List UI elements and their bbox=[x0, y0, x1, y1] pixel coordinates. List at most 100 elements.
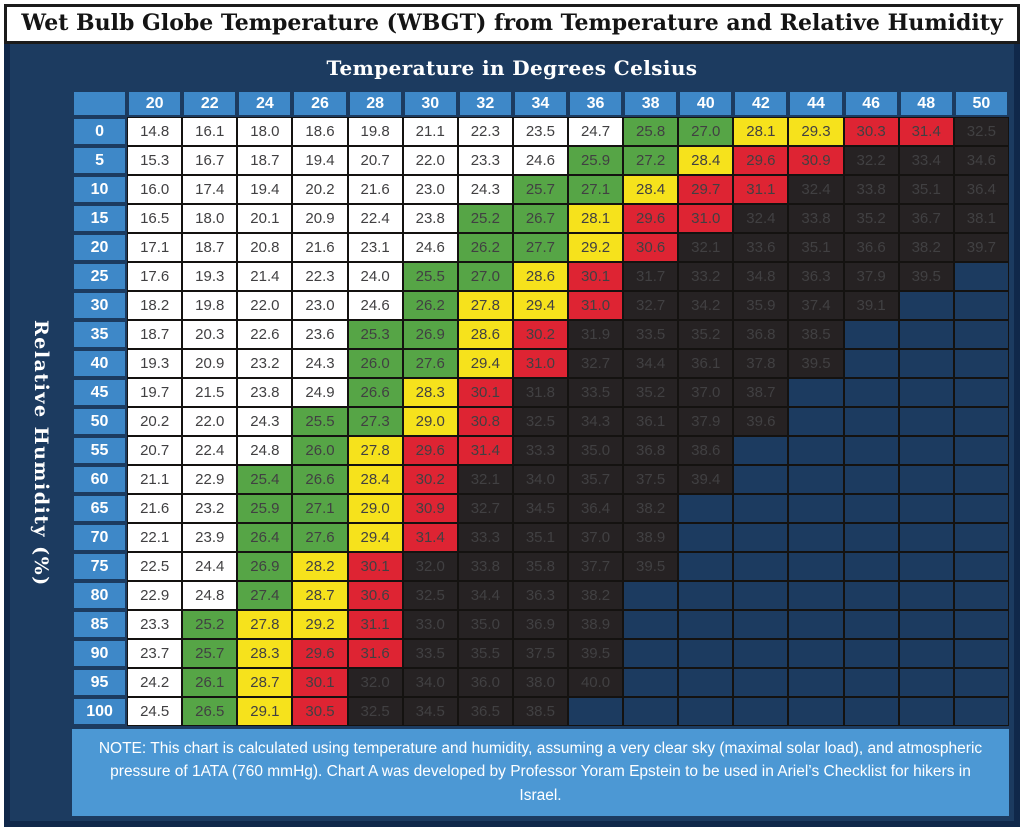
empty-cell bbox=[898, 436, 954, 465]
wbgt-cell: 37.0 bbox=[567, 523, 624, 552]
empty-cell bbox=[788, 436, 844, 465]
wbgt-cell: 20.7 bbox=[347, 146, 403, 175]
empty-cell bbox=[953, 436, 1009, 465]
empty-cell bbox=[953, 262, 1009, 291]
wbgt-cell: 22.3 bbox=[457, 117, 513, 146]
empty-cell bbox=[733, 610, 789, 639]
wbgt-cell: 36.9 bbox=[512, 610, 568, 639]
wbgt-cell: 29.2 bbox=[292, 610, 348, 639]
wbgt-cell: 33.5 bbox=[402, 639, 458, 668]
wbgt-cell: 15.3 bbox=[127, 146, 183, 175]
wbgt-cell: 28.1 bbox=[567, 204, 624, 233]
wbgt-cell: 26.6 bbox=[347, 378, 403, 407]
wbgt-cell: 39.5 bbox=[567, 639, 624, 668]
wbgt-cell: 34.2 bbox=[678, 291, 734, 320]
wbgt-cell: 32.1 bbox=[457, 465, 513, 494]
wbgt-cell: 23.5 bbox=[512, 117, 568, 146]
wbgt-cell: 27.0 bbox=[457, 262, 513, 291]
chart-panel: Temperature in Degrees Celsius Relative … bbox=[4, 44, 1020, 827]
wbgt-cell: 28.7 bbox=[292, 581, 348, 610]
empty-cell bbox=[788, 552, 844, 581]
wbgt-cell: 25.4 bbox=[237, 465, 293, 494]
empty-cell bbox=[733, 639, 789, 668]
table-row: 90 23.7 25.7 28.3 29.6 31.6 33.5 35.5 37.5 39.5 bbox=[72, 639, 1009, 668]
wbgt-cell: 27.8 bbox=[347, 436, 403, 465]
wbgt-cell: 37.9 bbox=[678, 407, 734, 436]
wbgt-cell: 35.1 bbox=[898, 175, 954, 204]
wbgt-cell: 18.0 bbox=[182, 204, 238, 233]
wbgt-cell: 26.9 bbox=[237, 552, 293, 581]
wbgt-cell: 38.6 bbox=[678, 436, 734, 465]
wbgt-cell: 38.2 bbox=[898, 233, 954, 262]
wbgt-cell: 23.8 bbox=[402, 204, 458, 233]
rh-row-header: 25 bbox=[72, 262, 128, 291]
empty-cell bbox=[733, 523, 789, 552]
wbgt-cell: 33.0 bbox=[402, 610, 458, 639]
wbgt-cell: 29.2 bbox=[567, 233, 624, 262]
wbgt-cell: 33.5 bbox=[567, 378, 624, 407]
wbgt-cell: 33.5 bbox=[623, 320, 679, 349]
wbgt-cell: 17.1 bbox=[127, 233, 183, 262]
wbgt-cell: 19.3 bbox=[182, 262, 238, 291]
empty-cell bbox=[843, 349, 899, 378]
empty-cell bbox=[623, 639, 679, 668]
temp-col-header: 22 bbox=[182, 90, 238, 117]
empty-cell bbox=[678, 610, 734, 639]
rh-row-header: 70 bbox=[72, 523, 128, 552]
empty-cell bbox=[788, 697, 844, 726]
rh-row-header: 0 bbox=[72, 117, 128, 146]
wbgt-cell: 30.6 bbox=[347, 581, 403, 610]
wbgt-cell: 24.6 bbox=[512, 146, 568, 175]
wbgt-cell: 24.3 bbox=[237, 407, 293, 436]
rh-row-header: 40 bbox=[72, 349, 128, 378]
wbgt-cell: 25.3 bbox=[347, 320, 403, 349]
wbgt-cell: 22.0 bbox=[402, 146, 458, 175]
wbgt-cell: 35.5 bbox=[457, 639, 513, 668]
table-row: 75 22.5 24.4 26.9 28.2 30.1 32.0 33.8 35.8 37.7 39… bbox=[72, 552, 1009, 581]
wbgt-cell: 18.7 bbox=[127, 320, 183, 349]
wbgt-cell: 22.5 bbox=[127, 552, 183, 581]
empty-cell bbox=[843, 610, 899, 639]
wbgt-cell: 38.2 bbox=[623, 494, 679, 523]
wbgt-cell: 21.4 bbox=[237, 262, 293, 291]
wbgt-cell: 35.0 bbox=[457, 610, 513, 639]
wbgt-cell: 39.4 bbox=[678, 465, 734, 494]
wbgt-cell: 30.1 bbox=[567, 262, 624, 291]
wbgt-cell: 31.7 bbox=[623, 262, 679, 291]
empty-cell bbox=[788, 581, 844, 610]
wbgt-cell: 28.6 bbox=[457, 320, 513, 349]
wbgt-cell: 25.5 bbox=[402, 262, 458, 291]
wbgt-cell: 26.1 bbox=[182, 668, 238, 697]
wbgt-cell: 16.5 bbox=[127, 204, 183, 233]
empty-cell bbox=[843, 465, 899, 494]
wbgt-cell: 26.2 bbox=[402, 291, 458, 320]
table-row: 0 14.8 16.1 18.0 18.6 19.8 21.1 22.3 23.5 24.7 25.… bbox=[72, 117, 1009, 146]
wbgt-cell: 30.1 bbox=[347, 552, 403, 581]
empty-cell bbox=[898, 581, 954, 610]
wbgt-cell: 34.0 bbox=[512, 465, 568, 494]
wbgt-cell: 23.2 bbox=[237, 349, 293, 378]
wbgt-cell: 32.7 bbox=[567, 349, 624, 378]
empty-cell bbox=[733, 552, 789, 581]
empty-cell bbox=[788, 610, 844, 639]
wbgt-cell: 22.6 bbox=[237, 320, 293, 349]
empty-cell bbox=[898, 610, 954, 639]
wbgt-cell: 30.1 bbox=[457, 378, 513, 407]
wbgt-cell: 17.6 bbox=[127, 262, 183, 291]
wbgt-cell: 17.4 bbox=[182, 175, 238, 204]
wbgt-cell: 23.1 bbox=[347, 233, 403, 262]
wbgt-cell: 30.3 bbox=[843, 117, 899, 146]
wbgt-cell: 21.1 bbox=[402, 117, 458, 146]
rh-row-header: 50 bbox=[72, 407, 128, 436]
wbgt-cell: 23.0 bbox=[292, 291, 348, 320]
empty-cell bbox=[678, 552, 734, 581]
wbgt-cell: 32.0 bbox=[402, 552, 458, 581]
wbgt-cell: 20.7 bbox=[127, 436, 183, 465]
temp-col-header: 42 bbox=[733, 90, 789, 117]
empty-cell bbox=[733, 436, 789, 465]
empty-cell bbox=[623, 581, 679, 610]
wbgt-cell: 23.3 bbox=[457, 146, 513, 175]
empty-cell bbox=[843, 668, 899, 697]
empty-cell bbox=[843, 639, 899, 668]
wbgt-cell: 26.0 bbox=[347, 349, 403, 378]
